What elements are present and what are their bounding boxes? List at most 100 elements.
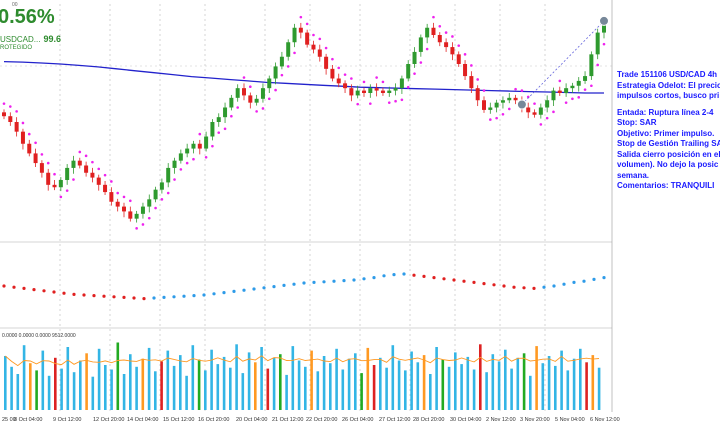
candle-body (90, 172, 95, 178)
candle-body (103, 184, 108, 193)
volume-bar (335, 348, 338, 410)
sar-dot (192, 157, 195, 161)
sar-dot (53, 172, 56, 176)
volume-bar (141, 358, 145, 410)
volume-bar (391, 345, 395, 410)
candle-body (507, 97, 512, 101)
volume-bar (104, 365, 107, 410)
volume-bar (441, 359, 445, 410)
oscillator-point (32, 288, 36, 292)
sar-dot (78, 150, 82, 154)
oscillator-point (282, 283, 286, 287)
oscillator-point (252, 287, 256, 291)
oscillator-point (242, 288, 246, 292)
candle-body (399, 78, 404, 89)
x-tick-label: 8 Oct 04:00 (14, 417, 42, 423)
candle-body (172, 160, 177, 168)
volume-bar (510, 368, 513, 410)
oscillator-point (2, 284, 6, 288)
volume-bar (197, 359, 201, 410)
oscillator-point (182, 294, 186, 298)
sar-dot (381, 80, 385, 84)
trade-exit-marker (599, 15, 609, 26)
sar-dot (255, 110, 258, 113)
candle-body (216, 117, 221, 122)
oscillator-point (232, 289, 236, 293)
hud-symbol-value: 99.6 (43, 34, 61, 44)
sar-dot (230, 114, 233, 118)
volume-bar (491, 354, 495, 410)
volume-bar (585, 362, 588, 410)
volume-bar (504, 349, 507, 410)
oscillator-point (392, 273, 396, 277)
volume-bar (60, 368, 63, 410)
volume-bar (272, 357, 276, 410)
volume-bar (235, 344, 238, 410)
x-tick-label: 22 Oct 20:00 (306, 417, 338, 423)
volume-bar (554, 365, 557, 410)
sar-dot (179, 168, 183, 171)
oscillator-point (302, 281, 306, 285)
candle-body (349, 88, 354, 96)
volume-bar (16, 374, 20, 410)
volume-bar (379, 357, 382, 410)
candle-body (576, 80, 581, 86)
candle-body (159, 182, 164, 190)
x-tick-label: 27 Oct 12:00 (379, 417, 411, 423)
sar-dot (489, 118, 492, 121)
volume-bar (79, 360, 82, 410)
sar-dot (387, 101, 391, 104)
candle-body (343, 83, 348, 89)
volume-bar (179, 355, 182, 410)
sar-dot (15, 110, 18, 113)
oscillator-point (462, 279, 466, 283)
volume-bar (447, 366, 451, 410)
sar-dot (204, 155, 208, 159)
sar-dot (305, 22, 309, 26)
volume-bar (529, 375, 532, 410)
sar-dot (59, 195, 63, 199)
oscillator-point (452, 278, 456, 282)
candle-body (437, 35, 442, 43)
candle-body (210, 122, 215, 137)
oscillator-point (42, 289, 46, 293)
volume-bar (4, 356, 7, 410)
volume-bar (72, 372, 76, 410)
volume-bar (266, 368, 270, 410)
oscillator-point (102, 294, 106, 298)
note-line: Objetivo: Primer impulso. (617, 128, 715, 138)
oscillator-point (352, 278, 356, 282)
sar-dot (318, 37, 322, 41)
x-tick-label: 28 Oct 20:00 (413, 417, 445, 423)
oscillator-point (342, 279, 346, 283)
volume-bar (29, 363, 32, 410)
trade-entry-marker (516, 99, 527, 110)
volume-bar (285, 374, 288, 410)
x-tick-label: 15 Oct 12:00 (163, 417, 195, 423)
candle-body (380, 90, 385, 93)
x-tick-label: 20 Oct 04:00 (236, 417, 268, 423)
volume-bar (185, 375, 188, 410)
candle-body (412, 51, 417, 64)
sar-dot (577, 96, 581, 99)
candle-body (197, 143, 202, 149)
moving-average-line (3, 60, 604, 94)
candle-body (46, 172, 51, 185)
sar-dot (375, 76, 378, 79)
oscillator-point (142, 297, 146, 301)
trade-note: Trade 151106 USD/CAD 4h Estrategia Odelo… (617, 70, 720, 192)
volume-bar (166, 350, 170, 410)
volume-bar (354, 353, 357, 410)
sar-dot (27, 132, 31, 136)
volume-bar (579, 348, 582, 410)
sar-dot (470, 64, 473, 67)
oscillator-point (12, 285, 16, 289)
volume-bar (479, 344, 482, 410)
candle-body (52, 184, 57, 188)
candle-body (551, 90, 556, 101)
oscillator-point (22, 286, 26, 290)
candle-body (557, 90, 562, 93)
volume-bar (347, 358, 351, 410)
